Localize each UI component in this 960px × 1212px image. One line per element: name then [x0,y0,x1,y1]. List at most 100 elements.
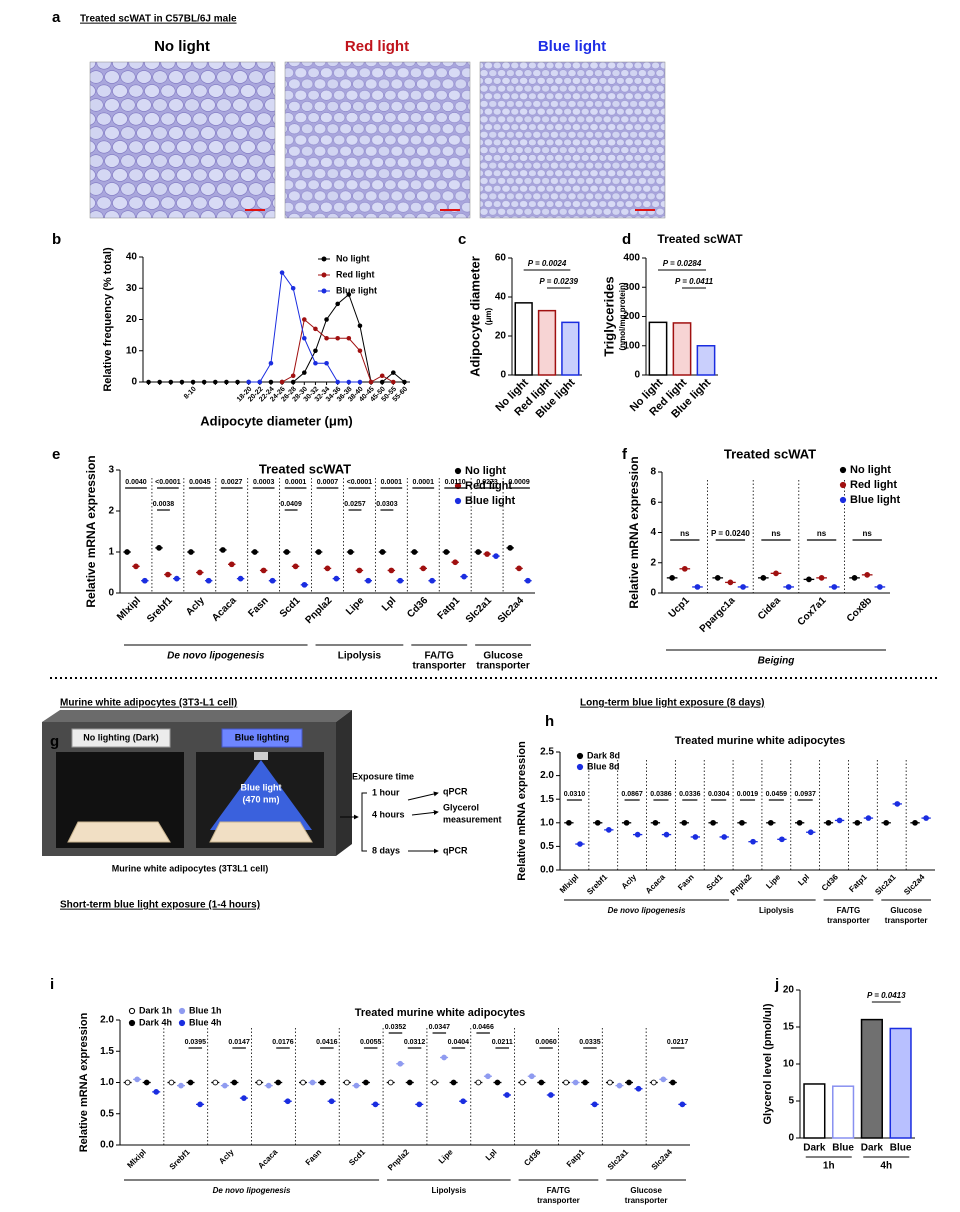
point [785,584,792,590]
panel-label: d [622,231,631,248]
bar [648,321,668,376]
legend-marker [178,1007,186,1015]
x-tick-label: 8-10 [183,386,198,401]
group-label: De novo lipogenesis [608,906,686,915]
section-header: Murine white adipocytes (3T3-L1 cell) [60,698,237,709]
group-label: Glucose [630,1186,662,1195]
point [494,1079,501,1086]
point [773,570,779,577]
diagram-label: Glycerol [443,802,479,812]
legend-label: Blue 4h [189,1017,222,1027]
x-tick-label: Fasn [304,1147,324,1167]
y-tick-label: 2 [108,506,114,517]
panel-label: h [545,713,554,730]
bracket [361,792,367,852]
group-label: Lipolysis [338,651,382,662]
point [806,576,812,583]
point [313,326,318,332]
y-tick-label: 0.5 [100,1108,114,1119]
x-tick-label: Srebf1 [168,1147,192,1171]
point [681,565,688,572]
point [279,379,285,385]
point [721,834,728,840]
point [165,571,171,578]
y-tick-label: 0.5 [540,841,554,852]
y-axis-label: Adipocyte diameter [467,256,482,377]
x-tick-label: Slc2a4 [496,595,526,625]
point [388,567,395,574]
x-tick-label: Dark [803,1143,826,1154]
point [196,569,203,576]
bar [672,322,692,376]
p-value: P = 0.0239 [539,277,578,286]
p-value: 0.0466 [472,1024,494,1031]
point [750,838,756,845]
y-tick-label: 40 [495,292,507,303]
panel-label: a [52,9,61,26]
point [124,1079,131,1086]
point [346,379,352,385]
point [324,565,331,572]
y-tick-label: 0 [650,588,656,599]
legend-marker [128,1019,136,1027]
point [485,1073,491,1080]
panel-title: Treated scWAT in C57BL/6J male [80,14,237,25]
point [431,1079,438,1086]
p-value: 0.0001 [413,479,435,486]
p-value: <0.0001 [155,479,181,486]
y-tick-label: 300 [623,282,640,293]
point [411,549,418,555]
panel-label: i [50,976,54,993]
point [300,1079,306,1086]
bar [561,321,580,376]
point [429,577,435,584]
point [346,335,352,341]
point [292,563,299,570]
y-tick-label: 2.0 [540,770,554,781]
point [450,1079,457,1086]
point [912,819,918,826]
x-tick-label: Pnpla2 [304,595,335,626]
legend-label: Dark 4h [139,1017,172,1027]
point [865,815,872,821]
y-axis-label: (μm) [484,308,493,326]
point [692,834,699,840]
point [268,360,274,366]
point [356,567,363,574]
point [504,1092,510,1098]
p-value: 0.0352 [385,1024,407,1031]
point [335,335,340,341]
p-value: 0.0019 [737,791,759,798]
legend-label: No light [336,253,370,263]
y-tick-label: 1.5 [100,1046,114,1057]
y-tick-label: 60 [495,253,507,264]
y-tick-label: 10 [126,345,138,356]
p-value: 0.0347 [429,1024,451,1031]
x-tick-label: Pnpla2 [386,1147,411,1172]
group-label: transporter [413,661,466,672]
chart-title: Treated scWAT [259,461,351,476]
point [577,841,583,847]
group-label: Lipolysis [759,906,794,915]
legend-label: Blue light [336,285,377,295]
point [260,567,267,574]
image-no-light [89,61,276,219]
group-label: FA/TG [425,651,455,662]
y-tick-label: 0.0 [540,865,554,876]
y-tick-label: 20 [495,331,507,342]
x-tick-label: Lipe [344,595,367,618]
point [760,575,767,581]
point [507,545,514,551]
p-value: 0.0395 [185,1039,207,1046]
point [363,1079,369,1086]
legend-label: Red light [465,480,512,492]
point [441,1054,447,1061]
point [391,379,396,385]
point [156,545,162,551]
p-value: 0.0336 [679,791,701,798]
group-label: De novo lipogenesis [167,651,265,662]
x-tick-label: Pnpla2 [728,872,753,897]
x-tick-label: Lipe [764,872,782,890]
section-header: Long-term blue light exposure (8 days) [580,698,764,709]
point [265,1082,272,1089]
